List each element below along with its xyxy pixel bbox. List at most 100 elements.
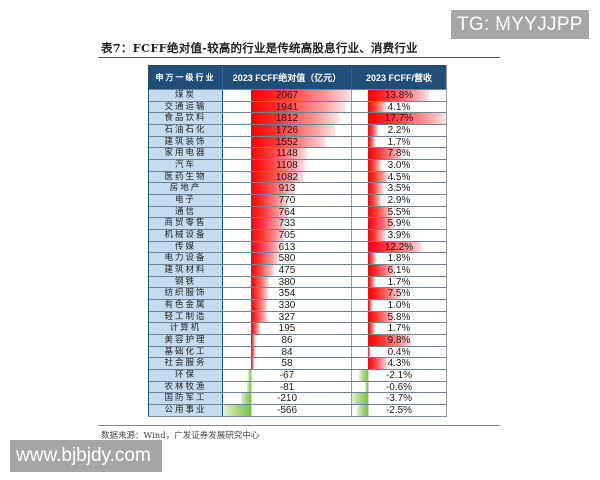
industry-cell: 纺织服饰: [149, 288, 223, 300]
table-row: 煤炭 2067 13.8%: [149, 89, 446, 101]
positive-data-bar: [251, 358, 254, 370]
fcff-ratio-value: 17.7%: [384, 113, 414, 125]
fcff-value-cell: 770: [223, 195, 352, 206]
fcff-value: 86: [281, 335, 293, 347]
negative-data-bar: [247, 381, 251, 393]
industry-cell: 商贸零售: [149, 218, 223, 230]
table-body: 煤炭 2067 13.8% 交通运输 1941 4.1% 食品饮料 1812 17.7% 石油石化…: [149, 89, 446, 416]
industry-cell: 煤炭: [149, 90, 223, 101]
fcff-value-cell: 1148: [223, 148, 352, 159]
fcff-value-cell: 1726: [223, 125, 352, 136]
fcff-value-cell: 1108: [223, 160, 352, 171]
industry-cell: 医药生物: [149, 171, 223, 183]
fcff-ratio-value: 0.4%: [387, 346, 411, 358]
fcff-value: 1726: [275, 125, 299, 137]
positive-data-bar: [368, 160, 382, 171]
fcff-ratio-value: 1.7%: [387, 323, 411, 335]
fcff-value: 354: [278, 288, 296, 300]
fcff-value-cell: 475: [223, 265, 352, 276]
fcff-value-cell: 84: [223, 346, 352, 358]
fcff-ratio-value: 6.1%: [387, 265, 411, 277]
negative-data-bar: [358, 370, 368, 381]
fcff-ratio-value: 4.5%: [387, 171, 411, 183]
fcff-ratio-value: -2.5%: [385, 405, 413, 417]
positive-data-bar: [251, 300, 267, 311]
fcff-ratio-value: 5.9%: [387, 218, 411, 230]
positive-data-bar: [368, 300, 373, 311]
industry-cell: 钢铁: [149, 276, 223, 288]
fcff-value-cell: 1082: [223, 171, 352, 183]
industry-cell: 环保: [149, 370, 223, 381]
fcff-value-cell: 195: [223, 323, 352, 334]
positive-data-bar: [251, 253, 280, 265]
fcff-ratio-cell: 2.2%: [352, 125, 446, 136]
fcff-ratio-cell: 4.5%: [352, 171, 446, 183]
fcff-value-cell: 86: [223, 335, 352, 346]
positive-data-bar: [251, 241, 281, 253]
negative-data-bar: [351, 393, 368, 405]
positive-data-bar: [251, 335, 256, 346]
fcff-ratio-cell: 1.7%: [352, 276, 446, 288]
fcff-value: 475: [278, 265, 296, 277]
fcff-ratio-cell: 13.8%: [352, 90, 446, 101]
table-row: 基础化工 84 0.4%: [149, 345, 446, 358]
negative-data-bar: [247, 370, 251, 381]
fcff-ratio-value: 1.7%: [387, 136, 411, 148]
positive-data-bar: [251, 195, 289, 206]
fcff-ratio-cell: 3.9%: [352, 230, 446, 241]
industry-cell: 国防军工: [149, 393, 223, 405]
industry-cell: 社会服务: [149, 358, 223, 370]
industry-cell: 农林牧渔: [149, 381, 223, 393]
fcff-ratio-value: 1.0%: [387, 300, 411, 312]
fcff-value: 580: [278, 253, 296, 265]
fcff-value-cell: 330: [223, 300, 352, 311]
positive-data-bar: [368, 323, 376, 335]
positive-data-bar: [251, 113, 339, 125]
positive-data-bar: [368, 171, 388, 183]
table-row: 电力设备 580 1.8%: [149, 252, 446, 264]
industry-cell: 建筑材料: [149, 265, 223, 276]
fcff-value: 770: [278, 195, 296, 207]
positive-data-bar: [368, 311, 394, 323]
fcff-value: -566: [276, 405, 297, 417]
fcff-value: 764: [278, 206, 296, 218]
fcff-value-cell: 1552: [223, 136, 352, 148]
fcff-value-cell: 733: [223, 218, 352, 229]
fcff-ratio-cell: -3.7%: [351, 393, 446, 405]
positive-data-bar: [251, 160, 305, 171]
positive-data-bar: [251, 230, 286, 241]
fcff-ratio-cell: 17.7%: [352, 113, 446, 124]
industry-cell: 基础化工: [149, 346, 223, 358]
industry-cell: 轻工制造: [149, 311, 223, 323]
fcff-ratio-value: 12.2%: [384, 241, 414, 253]
positive-data-bar: [251, 90, 351, 101]
negative-data-bar: [240, 393, 251, 405]
column-header-industry: 申万一级行业: [149, 65, 223, 89]
industry-cell: 电力设备: [149, 253, 223, 265]
fcff-ratio-value: 5.5%: [387, 206, 411, 218]
industry-cell: 石油石化: [149, 125, 223, 136]
positive-data-bar: [251, 218, 287, 230]
table-row: 社会服务 58 4.3%: [149, 357, 446, 369]
positive-data-bar: [368, 241, 422, 253]
positive-data-bar: [368, 265, 395, 276]
fcff-ratio-value: -3.7%: [385, 393, 413, 405]
positive-data-bar: [368, 136, 376, 148]
fcff-value-cell: -67: [223, 370, 352, 381]
fcff-value-cell: 58: [223, 358, 352, 369]
fcff-value-cell: 2067: [223, 90, 352, 101]
fcff-ratio-cell: 4.3%: [352, 358, 446, 369]
table-row: 计算机 195 1.7%: [149, 322, 446, 334]
fcff-ratio-cell: 4.1%: [352, 101, 446, 113]
fcff-ratio-value: 1.8%: [387, 253, 411, 265]
fcff-value: 613: [278, 241, 296, 253]
industry-cell: 有色金属: [149, 300, 223, 311]
positive-data-bar: [368, 206, 393, 218]
negative-data-bar: [365, 381, 368, 393]
fcff-value: 1552: [275, 136, 299, 148]
fcff-ratio-cell: 12.2%: [352, 241, 446, 253]
industry-cell: 交通运输: [149, 101, 223, 113]
table-row: 机械设备 705 3.9%: [149, 229, 446, 241]
fcff-value-cell: 613: [223, 241, 352, 253]
positive-data-bar: [368, 183, 384, 195]
